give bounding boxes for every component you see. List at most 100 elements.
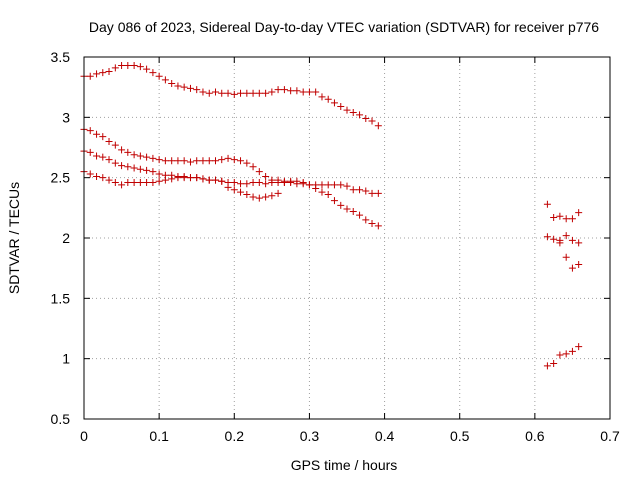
data-point: [343, 106, 351, 114]
data-point: [568, 264, 576, 272]
data-point: [218, 156, 226, 164]
grid-lines: [84, 57, 610, 419]
data-point: [330, 197, 338, 205]
data-point: [230, 90, 238, 98]
data-point: [199, 88, 207, 96]
data-point: [255, 178, 263, 186]
data-point: [124, 148, 132, 156]
data-point: [543, 200, 551, 208]
data-point: [161, 76, 169, 84]
data-point: [136, 178, 144, 186]
data-point: [161, 176, 169, 184]
data-point: [324, 95, 332, 103]
data-point: [262, 172, 270, 180]
data-point: [255, 89, 263, 97]
data-point: [368, 117, 376, 125]
data-point: [268, 178, 276, 186]
y-tick-label: 3.5: [51, 49, 71, 65]
data-point: [130, 164, 138, 172]
axis-ticks: 0 0.1 0.2 0.3 0.4 0.5 0.6 0.7 0.5 1 1.5 2 2.5 3 3.5: [51, 49, 620, 444]
data-point: [105, 176, 113, 184]
y-tick-label: 2.5: [51, 170, 71, 186]
data-point: [262, 180, 270, 188]
data-point: [93, 70, 101, 78]
data-point: [143, 178, 151, 186]
data-point: [274, 189, 282, 197]
data-point: [299, 178, 307, 186]
data-point: [556, 212, 564, 220]
data-point: [374, 122, 382, 130]
data-point: [318, 181, 326, 189]
data-point: [356, 186, 364, 194]
data-point: [362, 115, 370, 123]
data-point: [174, 157, 182, 165]
data-point: [575, 209, 583, 217]
data-point: [299, 88, 307, 96]
data-point: [305, 88, 313, 96]
data-point: [568, 215, 576, 223]
data-point: [124, 163, 132, 171]
data-point: [249, 193, 257, 201]
data-point: [337, 102, 345, 110]
series-top: [80, 61, 382, 130]
data-point: [143, 153, 151, 161]
data-point: [86, 127, 94, 135]
y-tick-label: 0.5: [51, 411, 71, 427]
data-point: [99, 133, 107, 141]
data-point: [543, 233, 551, 241]
data-point: [193, 174, 201, 182]
data-point: [550, 235, 558, 243]
data-point: [305, 181, 313, 189]
data-point: [143, 166, 151, 174]
data-point: [155, 170, 163, 178]
data-point: [293, 177, 301, 185]
data-point: [575, 343, 583, 351]
data-point: [118, 162, 126, 170]
x-tick-label: 0.5: [450, 428, 470, 444]
data-point: [362, 187, 370, 195]
data-point: [280, 178, 288, 186]
data-point: [550, 213, 558, 221]
data-point: [274, 86, 282, 94]
data-point: [180, 83, 188, 91]
data-point: [149, 168, 157, 176]
data-point: [149, 154, 157, 162]
data-point: [337, 181, 345, 189]
x-tick-label: 0.3: [300, 428, 320, 444]
data-point: [556, 351, 564, 359]
data-point: [99, 174, 107, 182]
data-point: [318, 188, 326, 196]
y-tick-label: 1: [62, 351, 70, 367]
data-point: [212, 176, 219, 184]
data-point: [99, 153, 107, 161]
data-point: [130, 61, 138, 69]
data-point: [255, 168, 263, 176]
y-axis-label: SDTVAR / TECUs: [6, 182, 22, 294]
x-tick-label: 0.4: [375, 428, 395, 444]
data-point: [186, 174, 194, 182]
data-point: [136, 165, 144, 173]
data-point: [293, 87, 301, 95]
data-point: [249, 178, 257, 186]
data-point: [86, 170, 94, 178]
data-point: [243, 180, 251, 188]
data-point: [93, 152, 101, 160]
data-point: [243, 89, 251, 97]
series-bottom: [80, 168, 288, 189]
data-point: [562, 350, 570, 358]
data-point: [224, 89, 232, 97]
data-point: [324, 191, 332, 199]
data-point: [124, 61, 132, 69]
data-point: [575, 261, 583, 269]
y-tick-label: 1.5: [51, 290, 71, 306]
data-point: [118, 146, 126, 154]
data-point: [337, 201, 345, 209]
data-point: [218, 89, 226, 97]
data-point: [174, 174, 182, 182]
data-point: [186, 158, 194, 166]
data-point: [287, 87, 295, 95]
data-point: [155, 156, 163, 164]
data-point: [330, 181, 338, 189]
data-point: [562, 253, 570, 261]
data-point: [575, 239, 583, 247]
